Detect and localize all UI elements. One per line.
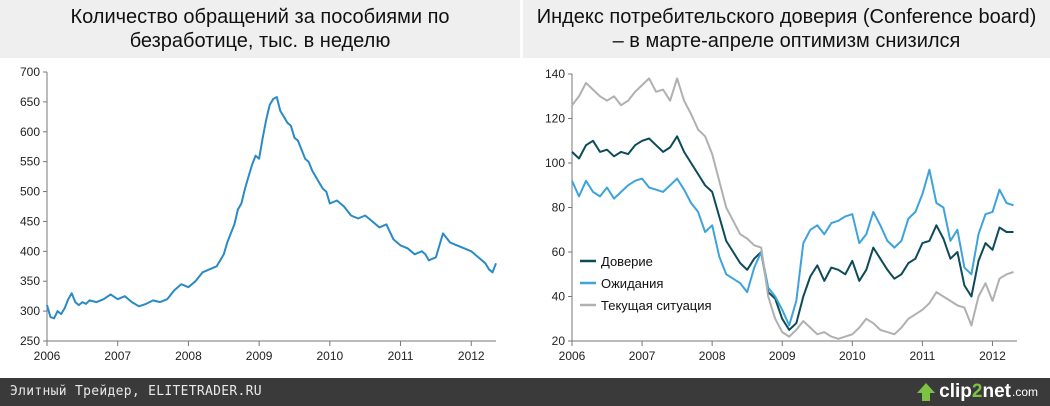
logo-prefix: clip bbox=[939, 381, 972, 402]
panel-divider bbox=[520, 0, 523, 378]
y-tick-label: 60 bbox=[552, 245, 566, 259]
chart-legend: Доверие Ожидания Текущая ситуация bbox=[580, 254, 712, 313]
legend-label-1: Ожидания bbox=[601, 276, 663, 291]
footer-bar: Элитный Трейдер, ELITETRADER.RU clip 2 net… bbox=[0, 378, 1050, 406]
y-tick-label: 250 bbox=[20, 334, 40, 348]
x-tick-label: 2010 bbox=[839, 349, 866, 363]
y-tick-label: 40 bbox=[552, 290, 566, 304]
x-tick-label: 2011 bbox=[388, 349, 414, 363]
logo-digit: 2 bbox=[971, 381, 983, 402]
x-tick-label: 2010 bbox=[316, 349, 343, 363]
footer-credit: Элитный Трейдер, ELITETRADER.RU bbox=[10, 384, 262, 399]
legend-label-2: Текущая ситуация bbox=[601, 298, 712, 313]
y-tick-label: 650 bbox=[20, 95, 40, 109]
chart-panel-claims: Количество обращений за пособиями по без… bbox=[0, 0, 520, 378]
y-tick-label: 450 bbox=[20, 214, 40, 228]
x-tick-label: 2008 bbox=[699, 349, 726, 363]
y-tick-label: 100 bbox=[545, 156, 565, 170]
legend-label-0: Доверие bbox=[601, 254, 653, 269]
y-tick-label: 400 bbox=[20, 244, 40, 258]
x-tick-label: 2012 bbox=[979, 349, 1006, 363]
chart-title-claims: Количество обращений за пособиями по без… bbox=[0, 0, 520, 58]
x-tick-label: 2007 bbox=[104, 349, 131, 363]
series-line-0 bbox=[571, 135, 1014, 331]
x-tick-label: 2008 bbox=[175, 349, 202, 363]
logo-tld: .com bbox=[1011, 385, 1038, 399]
x-tick-label: 2011 bbox=[909, 349, 935, 363]
series-line-0 bbox=[46, 96, 497, 320]
x-tick-label: 2009 bbox=[769, 349, 796, 363]
logo-suffix: net bbox=[982, 381, 1011, 402]
x-tick-label: 2006 bbox=[34, 349, 61, 363]
x-tick-label: 2009 bbox=[246, 349, 273, 363]
y-tick-label: 120 bbox=[545, 112, 565, 126]
series-line-1 bbox=[571, 168, 1014, 327]
y-tick-label: 600 bbox=[20, 125, 40, 139]
series-line-2 bbox=[571, 77, 1014, 340]
y-tick-label: 80 bbox=[552, 201, 566, 215]
chart-title-confidence: Индекс потребительского доверия (Confere… bbox=[523, 0, 1050, 58]
x-tick-label: 2012 bbox=[458, 349, 485, 363]
y-tick-label: 500 bbox=[20, 185, 40, 199]
arrow-up-icon bbox=[917, 383, 936, 401]
chart-panel-confidence: Индекс потребительского доверия (Confere… bbox=[523, 0, 1050, 378]
clip2net-logo[interactable]: clip 2 net .com bbox=[916, 381, 1038, 403]
y-tick-label: 140 bbox=[545, 67, 565, 81]
x-tick-label: 2006 bbox=[559, 349, 586, 363]
y-tick-label: 350 bbox=[20, 274, 40, 288]
y-tick-label: 20 bbox=[552, 334, 566, 348]
y-tick-label: 550 bbox=[20, 155, 40, 169]
x-tick-label: 2007 bbox=[629, 349, 656, 363]
y-tick-label: 300 bbox=[20, 304, 40, 318]
y-tick-label: 700 bbox=[20, 65, 40, 79]
